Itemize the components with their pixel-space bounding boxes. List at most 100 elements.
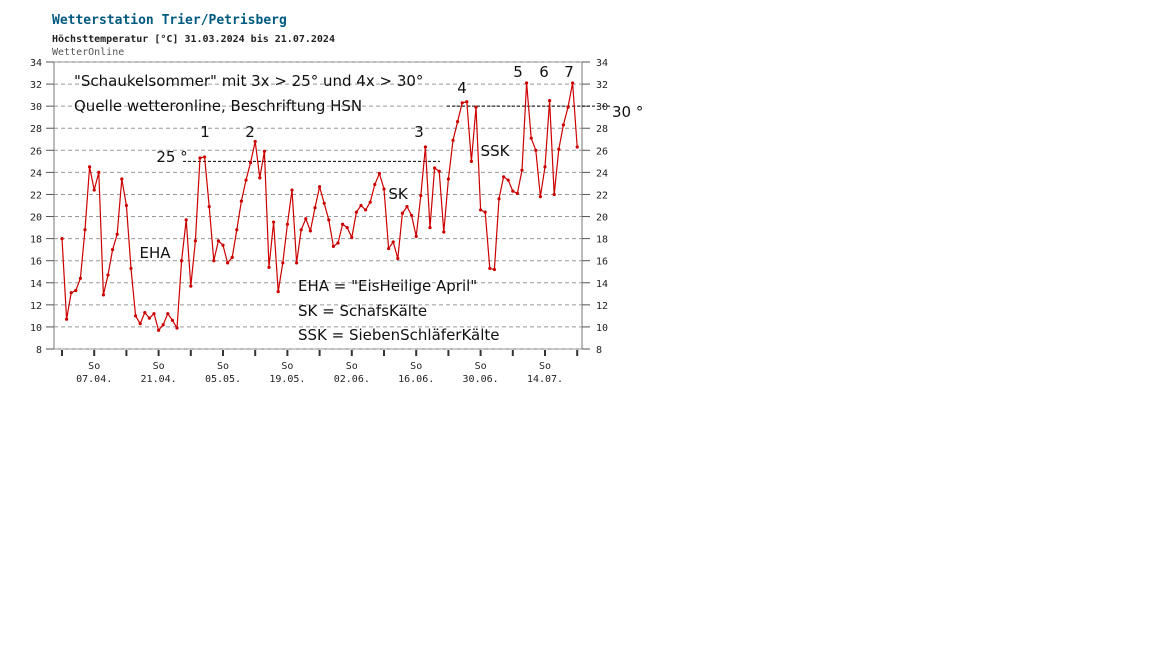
data-point <box>106 273 110 277</box>
data-point <box>69 291 73 295</box>
data-point <box>354 210 358 214</box>
data-point <box>101 293 105 297</box>
data-point <box>221 243 225 247</box>
data-point <box>341 222 345 226</box>
data-point <box>134 314 138 318</box>
data-point <box>115 232 119 236</box>
data-point <box>483 210 487 214</box>
y2-tick-label: 16 <box>596 257 608 268</box>
y2-tick-label: 20 <box>596 213 608 224</box>
data-point <box>492 267 496 272</box>
y-tick-label: 16 <box>30 257 42 268</box>
y-tick-label: 30 <box>30 102 42 113</box>
data-point <box>474 105 478 109</box>
data-point <box>336 241 340 245</box>
data-point <box>428 225 432 230</box>
data-point <box>189 284 193 288</box>
data-point <box>111 248 115 252</box>
data-point <box>207 205 211 209</box>
data-point <box>359 203 363 208</box>
data-point <box>382 187 386 191</box>
data-point <box>497 197 501 201</box>
annotation: EHA = "EisHeilige April" <box>298 277 477 295</box>
data-point <box>212 259 216 263</box>
x-tick-label: 30.06. <box>463 374 499 385</box>
data-point <box>258 176 262 180</box>
x-tick-label: 21.04. <box>141 374 177 385</box>
data-point <box>350 235 354 240</box>
data-point <box>557 147 561 151</box>
data-point <box>419 193 423 198</box>
data-point <box>152 312 156 316</box>
data-point <box>437 169 441 173</box>
data-point <box>203 155 207 159</box>
x-tick-weekday: So <box>88 361 100 372</box>
source: WetterOnline <box>52 47 124 58</box>
data-point <box>525 81 529 85</box>
data-point <box>414 234 418 239</box>
reference-label: 30 ° <box>612 103 643 121</box>
data-point <box>534 148 538 152</box>
data-point <box>308 229 312 233</box>
data-point <box>451 138 455 142</box>
data-point <box>318 185 322 189</box>
annotation: 3 <box>414 123 424 141</box>
y-tick-label: 10 <box>30 323 42 334</box>
data-point <box>147 316 151 320</box>
data-point <box>442 230 446 234</box>
data-point <box>538 195 543 199</box>
data-point <box>184 218 188 222</box>
y-tick-label: 8 <box>36 345 42 356</box>
data-point <box>74 288 78 293</box>
data-point <box>226 261 230 265</box>
data-point <box>83 228 87 232</box>
data-point <box>502 175 506 179</box>
annotation: 6 <box>539 63 549 81</box>
x-tick-label: 05.05. <box>205 374 241 385</box>
data-point <box>170 318 174 322</box>
plot-frame <box>53 61 583 350</box>
data-point <box>313 206 317 210</box>
chart-title: Wetterstation Trier/Petrisberg <box>52 13 287 28</box>
chart-subtitle: Höchsttemperatur [°C] 31.03.2024 bis 21.… <box>52 33 335 45</box>
x-tick-weekday: So <box>475 361 487 372</box>
data-point <box>410 213 414 218</box>
data-point <box>520 168 524 172</box>
data-point <box>433 166 437 170</box>
data-point <box>543 165 547 169</box>
data-point <box>387 246 391 251</box>
data-point <box>571 81 575 85</box>
y2-tick-label: 30 <box>596 102 608 113</box>
x-tick-label: 14.07. <box>527 374 563 385</box>
y-tick-label: 14 <box>30 279 42 290</box>
data-point <box>124 203 128 208</box>
y2-tick-label: 14 <box>596 279 608 290</box>
data-point <box>488 266 492 271</box>
data-point <box>78 276 82 280</box>
data-point <box>552 192 556 197</box>
data-point <box>138 322 142 326</box>
data-point <box>561 123 566 127</box>
data-point <box>161 323 165 327</box>
annotation: SK <box>388 185 409 203</box>
data-point <box>239 199 243 203</box>
data-point <box>180 259 184 263</box>
data-point <box>479 208 483 212</box>
data-point <box>575 145 579 149</box>
data-point <box>290 188 294 192</box>
data-point <box>327 218 331 222</box>
data-point <box>216 239 220 243</box>
x-tick-weekday: So <box>346 361 358 372</box>
x-tick-label: 16.06. <box>398 374 434 385</box>
data-point <box>405 205 409 209</box>
y2-tick-label: 18 <box>596 235 608 246</box>
y-tick-label: 34 <box>30 58 42 69</box>
data-point <box>566 105 570 109</box>
data-point <box>345 225 349 230</box>
annotation: 5 <box>513 63 523 81</box>
x-tick-label: 19.05. <box>269 374 305 385</box>
annotation: Quelle wetteronline, Beschriftung HSN <box>74 97 362 115</box>
x-tick-weekday: So <box>410 361 422 372</box>
